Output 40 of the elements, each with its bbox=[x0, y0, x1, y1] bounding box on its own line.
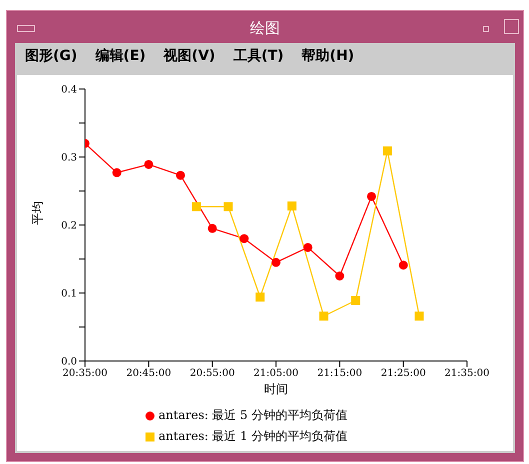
point bbox=[256, 292, 265, 302]
x-tick-label: 21:35:00 bbox=[444, 368, 490, 380]
text: 视图(V) bbox=[164, 47, 216, 65]
point bbox=[398, 260, 408, 270]
chart-title: 绘图 bbox=[249, 18, 281, 39]
point bbox=[192, 202, 201, 212]
x-tick-label: 20:35:00 bbox=[62, 368, 108, 380]
point bbox=[287, 201, 296, 210]
point bbox=[176, 170, 185, 180]
y-tick-label: 0.1 bbox=[61, 288, 77, 300]
y-tick-label: 0.2 bbox=[61, 220, 77, 232]
point bbox=[367, 192, 376, 201]
point bbox=[208, 224, 217, 233]
point bbox=[272, 258, 280, 267]
y-tick-label: 0.4 bbox=[61, 84, 77, 96]
point bbox=[319, 312, 328, 321]
y-tick-label: 0.3 bbox=[61, 152, 77, 164]
text: 图形(G) bbox=[25, 47, 78, 65]
point bbox=[382, 146, 392, 156]
point bbox=[414, 312, 424, 321]
point bbox=[303, 242, 312, 252]
y-tick-label: 0.0 bbox=[61, 356, 77, 368]
point bbox=[144, 160, 154, 169]
point bbox=[224, 202, 233, 212]
y-axis-title: 平均 bbox=[30, 201, 44, 225]
legend-label: antares: 最近 1 分钟的平均负荷值 bbox=[158, 428, 348, 445]
x-tick-label: 20:45:00 bbox=[126, 368, 172, 380]
x-axis-title: 时间 bbox=[264, 382, 288, 396]
x-tick-label: 21:05:00 bbox=[254, 368, 298, 380]
point bbox=[240, 234, 249, 244]
x-tick-label: 21:15:00 bbox=[317, 368, 362, 380]
text: 帮助(H) bbox=[302, 47, 354, 65]
text: 编辑(E) bbox=[95, 47, 146, 65]
x-tick-label: 21:25:00 bbox=[380, 368, 426, 380]
point bbox=[112, 168, 122, 178]
point bbox=[335, 272, 344, 280]
point bbox=[351, 296, 360, 305]
legend-label: antares: 最近 5 分钟的平均负荷值 bbox=[158, 407, 348, 424]
x-tick-label: 20:55:00 bbox=[190, 368, 235, 380]
text: 工具(T) bbox=[233, 47, 284, 65]
